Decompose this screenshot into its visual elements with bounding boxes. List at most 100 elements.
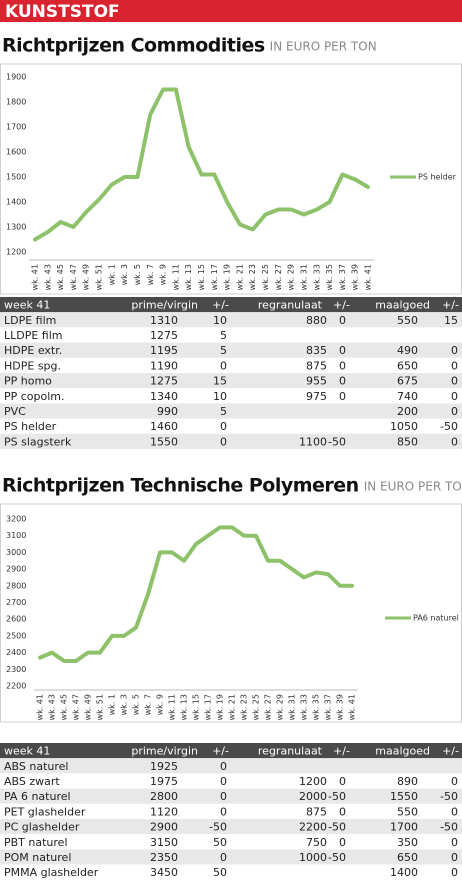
table-cell: 1200: [299, 775, 327, 788]
x-tick-label: wk. 5: [132, 694, 141, 715]
table-cell: 0: [220, 775, 227, 788]
column-header: regranulaat: [258, 299, 323, 312]
column-header: prime/virgin: [131, 299, 198, 312]
x-tick-label: wk. 47: [69, 264, 78, 290]
table-cell: 875: [306, 805, 327, 818]
table-cell: 1550: [390, 790, 418, 803]
table-cell: 1340: [150, 390, 178, 403]
x-tick-label: wk. 1: [108, 694, 117, 715]
table-cell: 2900: [150, 821, 178, 834]
x-tick-label: wk. 17: [210, 264, 219, 290]
table-cell: 200: [397, 405, 418, 418]
y-tick-label: 1300: [6, 223, 26, 232]
x-tick-label: wk. 37: [338, 264, 347, 290]
x-tick-label: wk. 47: [72, 694, 81, 720]
y-tick-label: 2600: [6, 615, 26, 624]
table-cell: 835: [306, 344, 327, 357]
x-tick-label: wk. 1: [107, 264, 116, 285]
x-tick-label: wk. 41: [36, 694, 45, 720]
table-row-bg: [0, 418, 462, 434]
x-tick-label: wk. 31: [299, 264, 308, 290]
data-line: [33, 87, 370, 242]
table-cell: 955: [306, 375, 327, 388]
table-cell: PC glashelder: [4, 821, 80, 834]
table-cell: 0: [220, 420, 227, 433]
table-row-bg: [0, 849, 462, 865]
table-cell: 0: [339, 344, 346, 357]
table-row-bg: [0, 327, 462, 343]
table-cell: 5: [220, 329, 227, 342]
table-cell: 0: [451, 344, 458, 357]
table-cell: 0: [220, 805, 227, 818]
table-row-bg: [0, 773, 462, 789]
table-cell: 1190: [150, 359, 178, 372]
table-cell: -50: [440, 821, 458, 834]
y-tick-label: 3000: [6, 548, 26, 557]
y-tick-label: 2900: [6, 565, 26, 574]
table-cell: -50: [440, 790, 458, 803]
x-tick-label: wk. 49: [82, 264, 91, 290]
table-cell: 0: [451, 866, 458, 879]
x-tick-label: wk. 5: [133, 264, 142, 285]
table-cell: 890: [397, 775, 418, 788]
table-cell: PET glashelder: [4, 805, 86, 818]
x-tick-label: wk. 39: [336, 694, 345, 720]
table-cell: 1100: [299, 435, 327, 448]
column-header: week 41: [4, 299, 50, 312]
table-cell: 0: [220, 359, 227, 372]
y-tick-label: 2300: [6, 665, 26, 674]
column-header: prime/virgin: [131, 745, 198, 758]
x-tick-label: wk. 51: [95, 264, 104, 290]
table-cell: 1975: [150, 775, 178, 788]
table-row-bg: [0, 834, 462, 850]
chart-subtitle: IN EURO PER TON: [270, 40, 377, 54]
table-cell: -50: [328, 435, 346, 448]
table-row-bg: [0, 388, 462, 404]
table-cell: 0: [339, 314, 346, 327]
x-tick-label: wk. 23: [240, 694, 249, 720]
table-cell: 5: [220, 405, 227, 418]
table-cell: 990: [157, 405, 178, 418]
y-tick-label: 3200: [6, 515, 26, 524]
x-tick-label: wk. 9: [156, 694, 165, 715]
table-cell: 1000: [299, 851, 327, 864]
table-row-bg: [0, 373, 462, 389]
table-cell: 0: [451, 390, 458, 403]
table-cell: 50: [213, 866, 227, 879]
column-header: +/-: [212, 745, 229, 758]
x-tick-label: wk. 17: [204, 694, 213, 720]
table-row-bg: [0, 357, 462, 373]
table-cell: PP homo: [4, 375, 52, 388]
x-tick-label: wk. 9: [159, 264, 168, 285]
table-cell: 675: [397, 375, 418, 388]
table-cell: 50: [213, 836, 227, 849]
x-tick-label: wk. 3: [120, 264, 129, 285]
table-cell: PS slagsterk: [4, 435, 72, 448]
table-cell: 0: [451, 359, 458, 372]
x-tick-label: wk. 11: [171, 264, 180, 290]
column-header: maalgoed: [375, 745, 430, 758]
x-tick-label: wk. 3: [120, 694, 129, 715]
x-tick-label: wk. 25: [252, 694, 261, 720]
table-cell: 1700: [390, 821, 418, 834]
table-cell: PA 6 naturel: [4, 790, 71, 803]
table-cell: 875: [306, 359, 327, 372]
table-cell: -50: [209, 821, 227, 834]
x-tick-label: wk. 33: [300, 694, 309, 720]
legend-label: PS helder: [418, 173, 457, 182]
table-cell: 650: [397, 359, 418, 372]
table-cell: 0: [451, 375, 458, 388]
table-cell: 0: [220, 851, 227, 864]
table-cell: 850: [397, 435, 418, 448]
table-header-bg: [0, 297, 462, 313]
column-header: +/-: [333, 745, 350, 758]
table-cell: HDPE extr.: [4, 344, 62, 357]
table-cell: 5: [220, 344, 227, 357]
chart-frame: [0, 503, 462, 723]
x-tick-label: wk. 23: [248, 264, 257, 290]
x-tick-label: wk. 13: [184, 264, 193, 290]
table-cell: LDPE film: [4, 314, 56, 327]
table-cell: LLDPE film: [4, 329, 63, 342]
table-cell: HDPE spg.: [4, 359, 61, 372]
x-tick-label: wk. 15: [197, 264, 206, 290]
